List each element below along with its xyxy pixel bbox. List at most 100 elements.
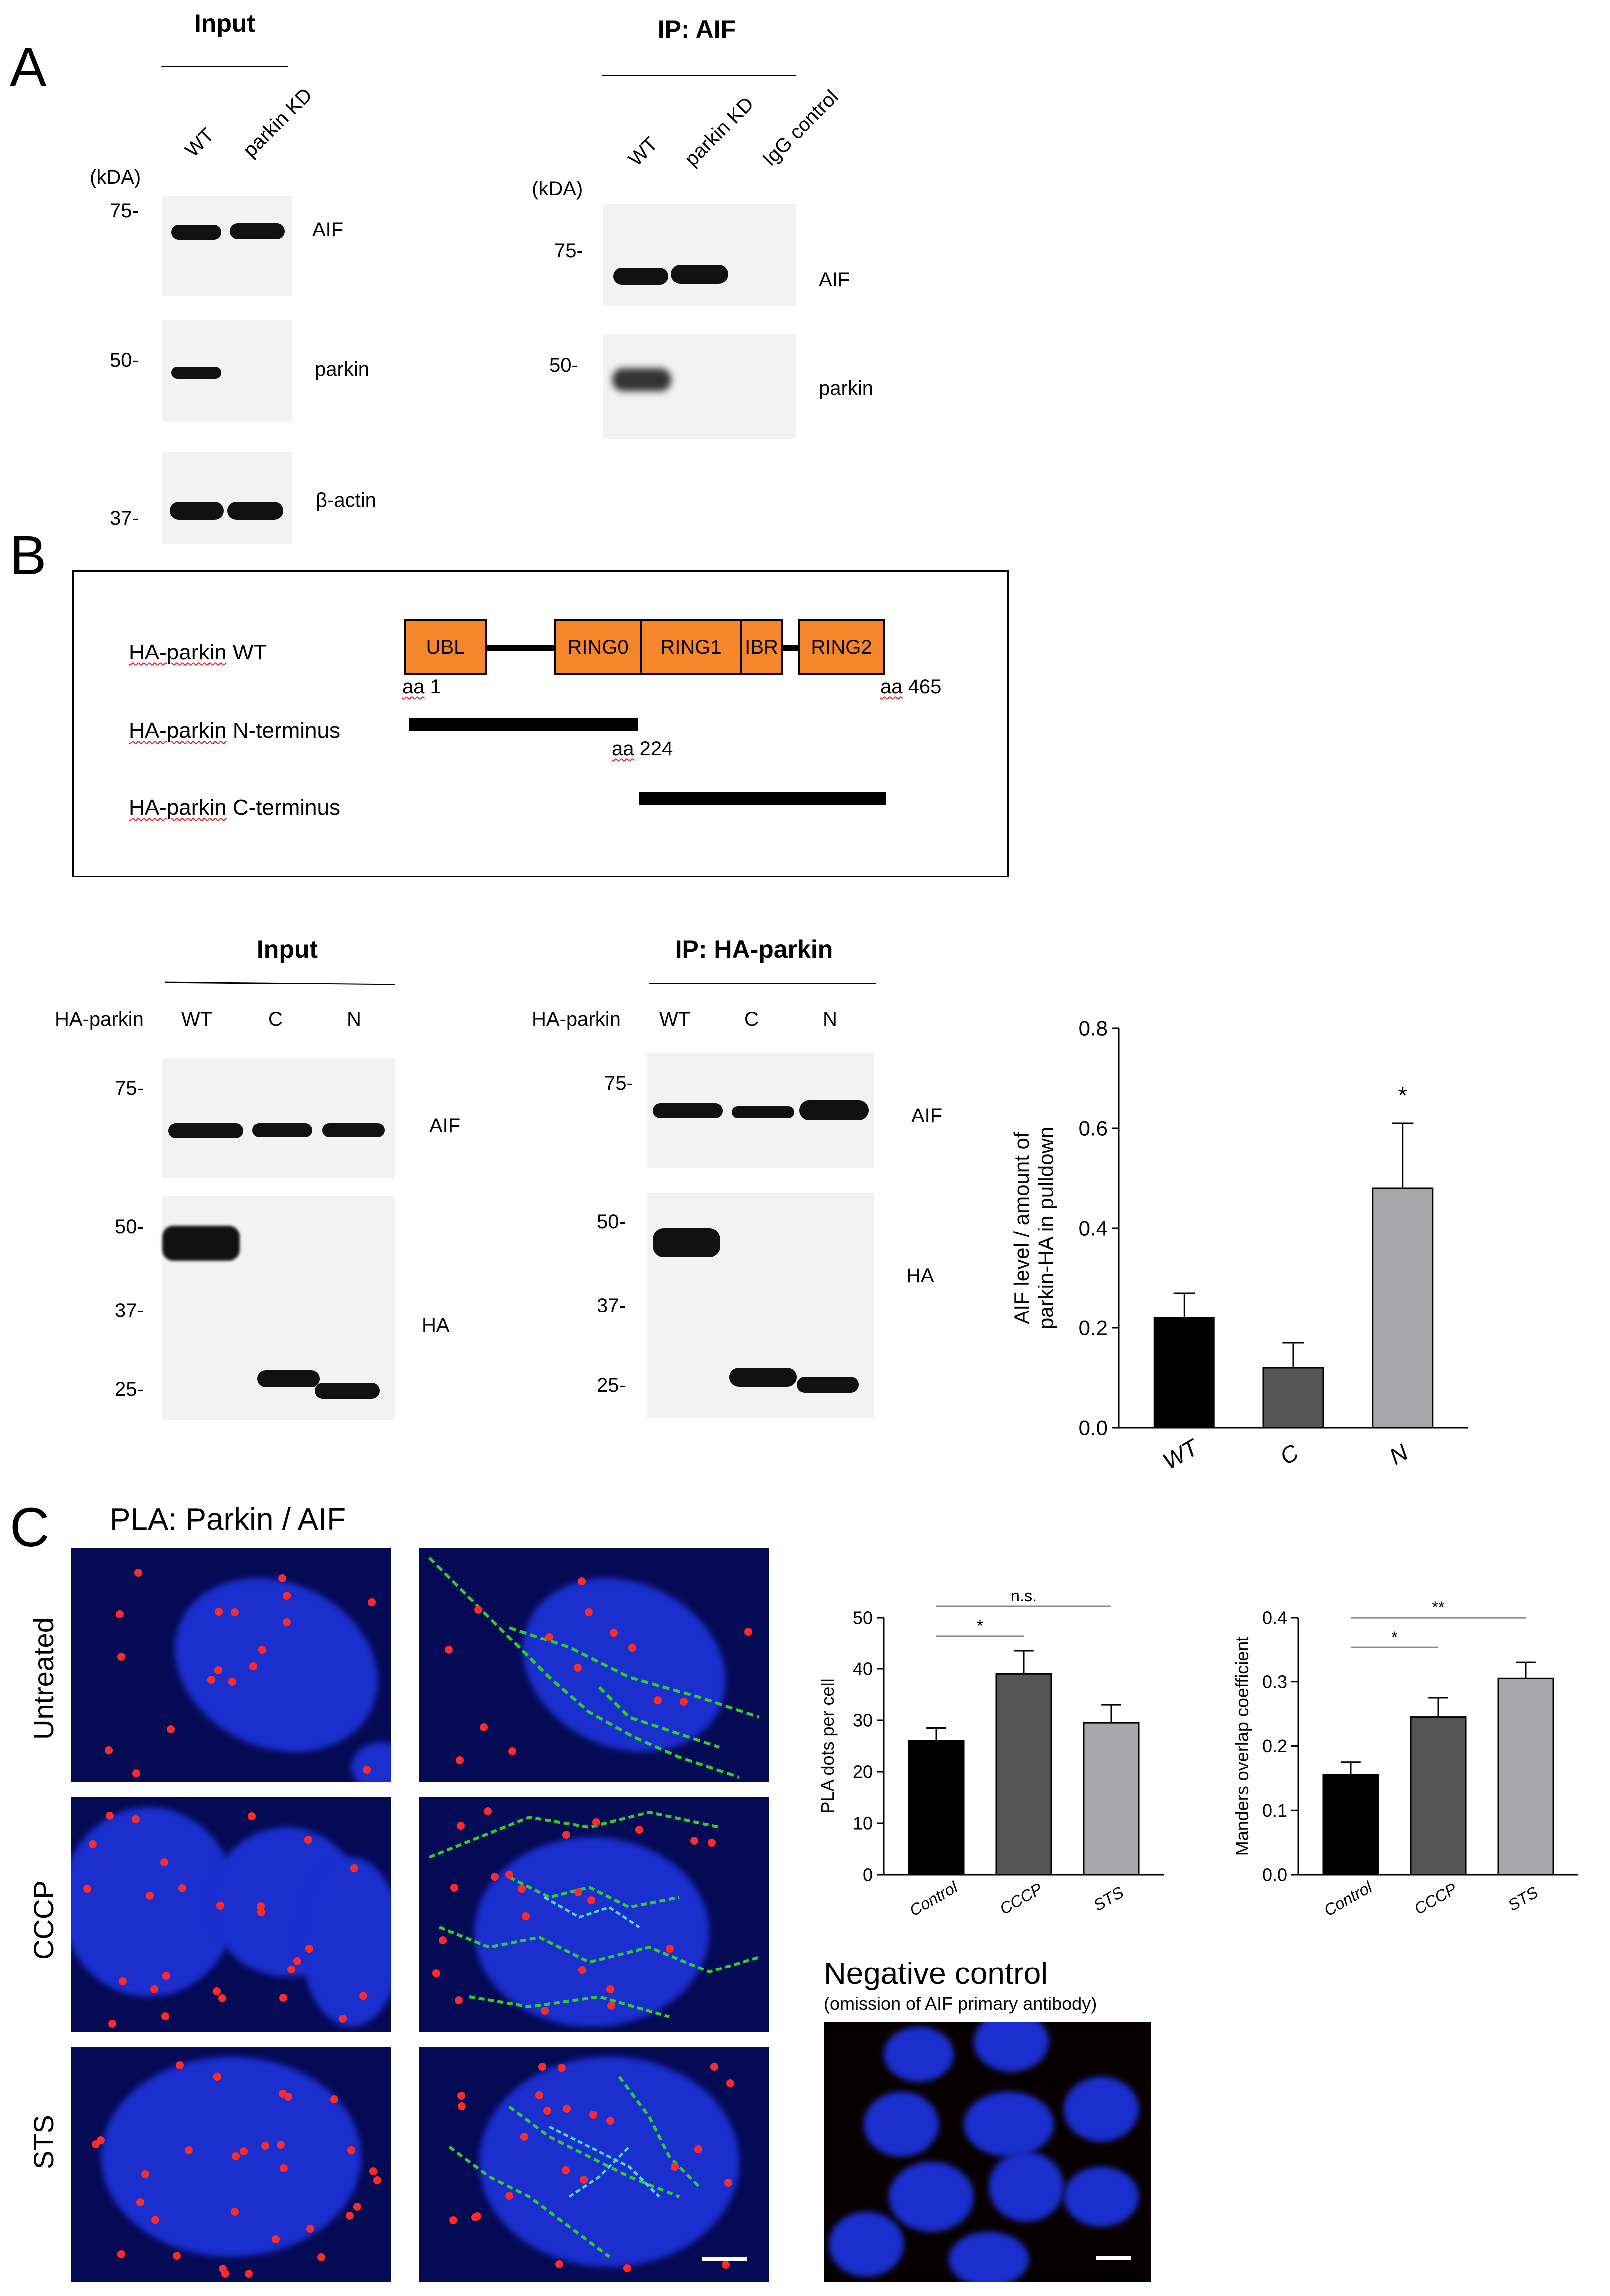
pla-dot — [280, 2164, 288, 2172]
pla-dot — [261, 2142, 269, 2150]
pla-dot — [521, 1912, 530, 1920]
pla-dot — [117, 2250, 126, 2258]
bar-cccp — [995, 1673, 1052, 1876]
pla-dot — [221, 2269, 230, 2278]
y-tick-label: 0.0 — [1079, 1416, 1108, 1440]
pla-dot — [490, 1872, 499, 1881]
pla-dot — [610, 1629, 618, 1637]
pla-dot — [134, 1568, 142, 1577]
domain-ring1: RING1 — [640, 619, 742, 675]
b-ip-marker-75: 75- — [604, 1072, 633, 1094]
pla-dot — [272, 2235, 280, 2243]
pla-dot — [439, 1936, 447, 1945]
b-input-blot-ha — [162, 1196, 395, 1420]
pla-dot — [563, 2104, 571, 2113]
marker-37: 37- — [110, 507, 139, 529]
x-tick-label: CCCP — [997, 1879, 1046, 1918]
panel-c-title: PLA: Parkin / AIF — [110, 1502, 346, 1537]
x-tick-label: WT — [1158, 1433, 1204, 1474]
pla-dot — [508, 1747, 516, 1756]
micrograph-negative-control — [824, 2022, 1151, 2282]
blot-input-aif — [162, 196, 292, 296]
significance-mark: ** — [1432, 1598, 1445, 1616]
micrograph-cccp-merge — [419, 1797, 769, 2032]
panel-a-ip-line — [602, 75, 796, 76]
negative-control-scale-bar — [1096, 2256, 1131, 2260]
b-input-marker-25: 25- — [115, 1378, 144, 1400]
y-tick-label: 0.4 — [1262, 1608, 1287, 1628]
b-input-blot-aif — [162, 1058, 395, 1178]
pla-dots-bar-chart: 0 10 20 30 40 50 Control CCCP STS * n.s. PLA dots p… — [817, 1587, 1164, 1920]
pla-dot — [584, 1608, 593, 1617]
b-ip-marker-37: 37- — [597, 1295, 626, 1316]
domain-linker-2 — [492, 645, 557, 651]
pla-dot — [228, 1678, 237, 1686]
pla-dot — [245, 2269, 253, 2278]
pla-dot — [432, 1969, 440, 1978]
mito-network-cccp — [428, 1810, 760, 2018]
pla-dot — [339, 2015, 347, 2023]
y-tick-label: 50 — [853, 1608, 873, 1628]
ip-blot-label-parkin: parkin — [819, 377, 873, 399]
pla-dot — [562, 1830, 571, 1839]
pla-dot — [162, 1971, 171, 1980]
n-terminus-bar — [409, 718, 638, 731]
panel-a-letter: A — [10, 36, 47, 98]
domain-ibr: IBR — [740, 619, 783, 675]
b-ip-blot-ha — [647, 1193, 874, 1418]
kda-label-ip: (kDA) — [532, 178, 583, 200]
pla-dot — [578, 1966, 586, 1974]
pla-dot — [108, 2019, 116, 2028]
micrograph-untreated-pla — [71, 1548, 391, 1782]
x-tick-label: STS — [1090, 1883, 1127, 1915]
x-tick-label: STS — [1505, 1883, 1541, 1915]
pla-dot — [483, 1807, 492, 1816]
pla-dot — [628, 1643, 636, 1652]
ip-lane-label-parkin-kd: parkin KD — [680, 93, 758, 171]
pla-dot — [456, 1822, 465, 1830]
pla-dot — [535, 2091, 543, 2099]
pla-dot — [216, 1901, 225, 1910]
pla-dot — [287, 1966, 295, 1973]
b-input-label-aif: AIF — [429, 1115, 461, 1137]
pla-dot — [350, 1864, 358, 1872]
row-label-sts: STS — [28, 2115, 59, 2169]
bar-control — [1322, 1774, 1379, 1876]
pla-dot — [445, 1646, 453, 1654]
pla-dot — [722, 2260, 730, 2269]
pla-dot — [574, 1888, 583, 1897]
x-tick-label: Control — [906, 1878, 961, 1920]
pla-dot — [580, 2175, 588, 2184]
y-tick-label: 40 — [853, 1659, 873, 1679]
pla-dot — [744, 1627, 753, 1636]
panel-b-input-line — [164, 981, 395, 985]
pla-dot — [247, 1812, 256, 1821]
pla-dot — [543, 2106, 551, 2115]
pla-dot — [230, 2208, 239, 2216]
pla-dot — [175, 2061, 184, 2070]
pla-dot — [505, 1871, 513, 1879]
pla-dot — [654, 1696, 662, 1705]
pla-dot — [257, 1908, 266, 1916]
ip-lane-wt: WT — [659, 1008, 691, 1030]
bar-sts — [1083, 1722, 1140, 1876]
x-tick-label: CCCP — [1411, 1879, 1460, 1918]
construct-n-label: HA-parkin N-terminus — [129, 718, 340, 743]
pla-dot — [239, 2147, 248, 2156]
pla-dot — [119, 1977, 127, 1986]
significance-mark: * — [1391, 1628, 1398, 1646]
y-tick-label: 0.0 — [1262, 1865, 1287, 1885]
pla-dot — [606, 1985, 615, 1994]
pla-dot — [136, 2198, 145, 2206]
panel-b-input-header: Input — [256, 935, 318, 963]
pla-dot — [146, 1892, 154, 1900]
pla-dot — [359, 1991, 368, 2000]
pla-dot — [317, 2253, 326, 2262]
marker-50: 50- — [110, 349, 139, 371]
pla-dot — [473, 2212, 482, 2221]
pla-dot — [215, 1608, 223, 1616]
b-ip-label-ha: HA — [906, 1265, 934, 1287]
pla-dot — [455, 1756, 464, 1765]
pla-dot — [607, 2001, 616, 2010]
